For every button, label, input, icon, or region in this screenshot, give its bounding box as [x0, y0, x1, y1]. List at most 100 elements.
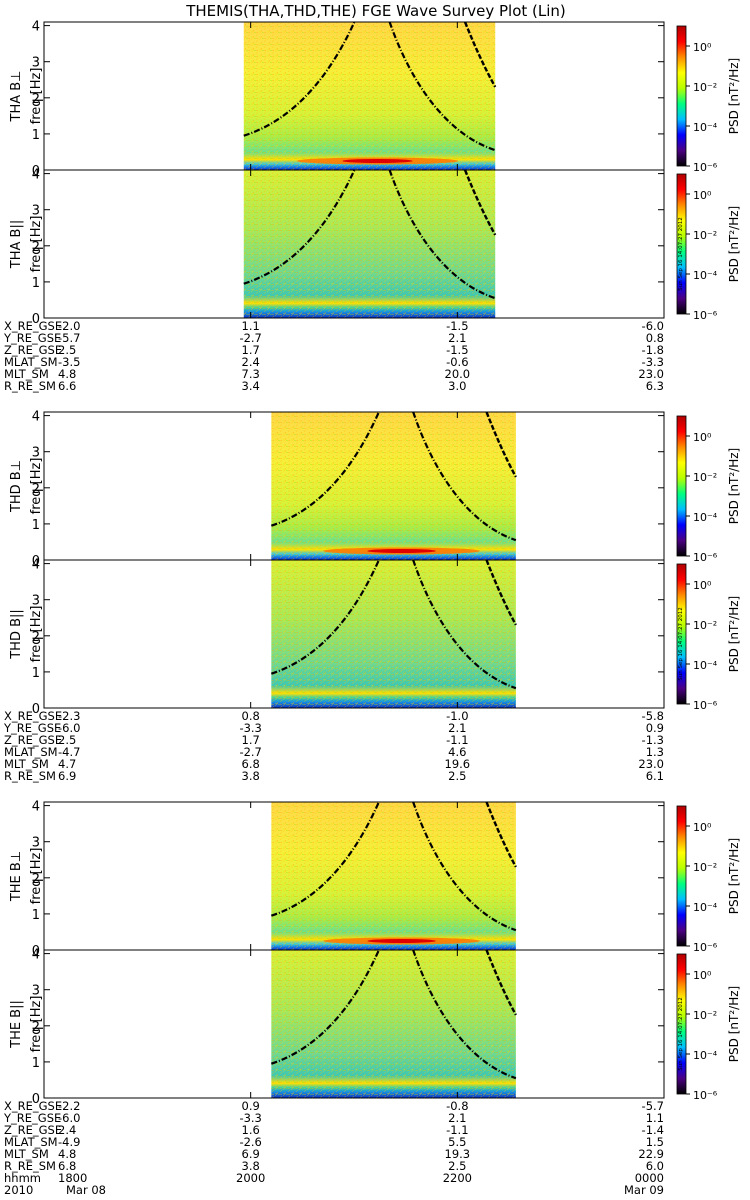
colorbar-tick-label: 10⁻² [693, 471, 717, 484]
panel-ylabel: THE B⊥ [9, 851, 24, 902]
ephemeris-value: 2.5 [448, 1159, 466, 1173]
freq-axis-label: freq [Hz] [29, 68, 44, 125]
ephemeris-row-thd-mlat_sm: MLAT_SM -4.7 -2.7 4.6 1.3 [4, 745, 664, 759]
curve-right [412, 411, 517, 542]
y-tick-label: 0 [32, 1092, 40, 1107]
ephemeris-value: 4.7 [58, 757, 76, 771]
spectrogram-texture [243, 22, 496, 170]
colorbar-label: PSD [nT²/Hz] [727, 838, 741, 914]
ephemeris-value: 1.7 [242, 733, 260, 747]
colorbar-tick-label: 10⁰ [693, 821, 712, 834]
ephemeris-value: 0.8 [646, 331, 664, 345]
y-tick-label: 0 [32, 554, 40, 569]
ephemeris-row-tha-mlt_sm: MLT_SM 4.8 7.3 20.0 23.0 [4, 367, 664, 381]
freq-axis-label: freq [Hz] [29, 996, 44, 1053]
y-tick-label: 4 [32, 20, 40, 35]
time-tick-label: 2200 [443, 1171, 472, 1185]
freq-axis-label: freq [Hz] [29, 216, 44, 273]
render-timestamp: Sun Sep 16 14:07:27 2012 [678, 997, 684, 1071]
panel-ylabel: THA B⊥ [9, 71, 24, 123]
colorbar-tick-label: 10⁻⁴ [693, 901, 718, 914]
ephemeris-value: -4.9 [58, 1135, 80, 1149]
ephemeris-value: -0.6 [446, 355, 468, 369]
spectrogram-panel-the-par: 0 1 2 3 4 THE B|| freq [Hz] 10⁻⁶ 10⁻⁴ 10⁻² 10⁰ PSD … [9, 948, 741, 1107]
colorbar-tick-label: 10⁻⁴ [693, 1049, 718, 1062]
ephemeris-value: -1.5 [446, 319, 468, 333]
time-tick-label: 1800 [58, 1171, 87, 1185]
y-tick-label: 4 [32, 168, 40, 183]
colorbar-tick-label: 10⁰ [693, 41, 712, 54]
ephemeris-label: MLT_SM [4, 1147, 49, 1161]
ephemeris-value: -1.5 [446, 343, 468, 357]
colorbar-tick-label: 10⁻² [693, 619, 717, 632]
curve-right [412, 949, 517, 1080]
y-tick-label: 0 [32, 944, 40, 959]
ephemeris-row-thd-mlt_sm: MLT_SM 4.7 6.8 19.6 23.0 [4, 757, 664, 771]
ephemeris-value: 0.8 [242, 709, 260, 723]
ephemeris-value: -2.2 [58, 1099, 80, 1113]
ephemeris-value: -1.0 [446, 709, 468, 723]
ephemeris-row-thd-x_re_gse: X_RE_GSE-2.3 0.8 -1.0 -5.8 [4, 709, 664, 723]
ephemeris-value: 1.5 [646, 1135, 664, 1149]
curve-upper-right [463, 169, 497, 236]
colorbar-label: PSD [nT²/Hz] [727, 58, 741, 134]
ephemeris-row-tha-y_re_gse: Y_RE_GSE-5.7 -2.7 2.1 0.8 [3, 331, 664, 345]
spectrogram-texture [271, 802, 516, 950]
time-tick-label: 0000 [635, 1171, 664, 1185]
curve-left [270, 559, 380, 675]
ephemeris-label: Y_RE_GSE [3, 1111, 61, 1125]
y-tick-label: 3 [32, 594, 40, 609]
ephemeris-value: 3.4 [242, 379, 260, 393]
spectrogram-texture [271, 560, 516, 708]
ephemeris-value: -1.4 [642, 1123, 664, 1137]
spectrogram-panel-tha-par: 0 1 2 3 4 THA B|| freq [Hz] 10⁻⁶ 10⁻⁴ 10⁻² 10⁰ PSD … [9, 168, 741, 327]
ephemeris-label: MLT_SM [4, 757, 49, 771]
curve-upper-right [485, 559, 517, 626]
curve-left [270, 949, 380, 1065]
ephemeris-value: 19.3 [445, 1147, 471, 1161]
ephemeris-value: 6.3 [646, 379, 664, 393]
ephemeris-label: MLAT_SM [4, 355, 58, 369]
spectrogram-texture [271, 950, 516, 1098]
ephemeris-row-thd-y_re_gse: Y_RE_GSE-6.0 -3.3 2.1 0.9 [3, 721, 664, 735]
figure-title: THEMIS(THA,THD,THE) FGE Wave Survey Plot… [185, 2, 566, 20]
ephemeris-value: -2.3 [58, 709, 80, 723]
y-tick-label: 3 [32, 836, 40, 851]
ephemeris-row-tha-r_re_sm: R_RE_SM 6.6 3.4 3.0 6.3 [4, 379, 664, 393]
colorbar-tick-label: 10⁻⁴ [693, 511, 718, 524]
colorbar-tick-label: 10⁻⁶ [693, 161, 718, 174]
y-tick-label: 2 [32, 1020, 40, 1035]
low-freq-power-core [342, 158, 413, 163]
curve-left [270, 411, 380, 527]
colorbar-tick-label: 10⁻⁶ [693, 1089, 718, 1102]
ephemeris-label: MLAT_SM [4, 1135, 58, 1149]
ephemeris-value: 2.4 [242, 355, 260, 369]
y-tick-label: 3 [32, 204, 40, 219]
time-axis: hhmm 1800 2000 2200 0000 2010 Mar 08 Mar 09 [4, 1171, 664, 1197]
y-tick-label: 1 [32, 518, 40, 533]
render-timestamp: Sun Sep 16 14:07:27 2012 [678, 607, 684, 681]
colorbar-tick-label: 10⁻⁶ [693, 309, 718, 322]
ephemeris-value: -1.1 [446, 733, 468, 747]
ephemeris-value: -4.7 [58, 745, 80, 759]
ephemeris-label: Y_RE_GSE [3, 331, 61, 345]
ephemeris-row-tha-x_re_gse: X_RE_GSE-2.0 1.1 -1.5 -6.0 [4, 319, 664, 333]
colorbar-tick-label: 10⁻⁶ [693, 699, 718, 712]
ephemeris-value: 7.3 [242, 367, 260, 381]
y-tick-label: 3 [32, 984, 40, 999]
ephemeris-value: -3.3 [239, 721, 261, 735]
panel-ylabel: THA B|| [9, 220, 24, 269]
y-tick-label: 1 [32, 276, 40, 291]
ephemeris-value: 3.8 [242, 1159, 260, 1173]
ephemeris-value: 2.1 [448, 721, 466, 735]
year-label: 2010 [4, 1183, 33, 1197]
colorbar-tick-label: 10⁰ [693, 969, 712, 982]
colorbar-tick-label: 10⁻⁶ [693, 941, 718, 954]
colorbar-tick-label: 10⁻² [693, 229, 717, 242]
ephemeris-value: -1.3 [642, 733, 664, 747]
ephemeris-label: X_RE_GSE [4, 709, 62, 723]
ephemeris-value: 0.9 [646, 721, 664, 735]
panel-frame [43, 949, 665, 1099]
ephemeris-label: R_RE_SM [4, 379, 56, 393]
